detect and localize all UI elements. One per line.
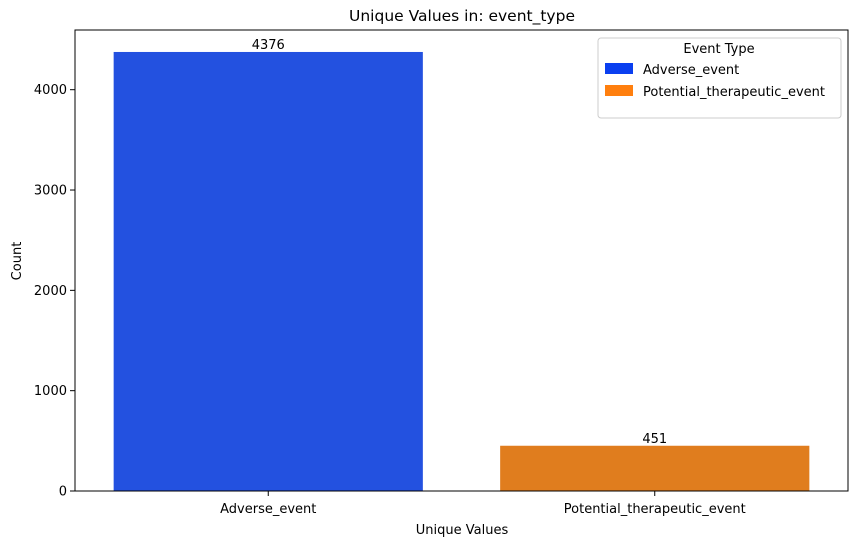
x-tick-label: Adverse_event xyxy=(220,502,316,517)
x-axis-ticks: Adverse_event Potential_therapeutic_event xyxy=(220,491,746,517)
y-axis-ticks: 0 1000 2000 3000 4000 xyxy=(34,83,75,500)
chart-title: Unique Values in: event_type xyxy=(349,7,575,26)
y-tick-label: 1000 xyxy=(34,384,67,399)
legend: Event Type Adverse_event Potential_thera… xyxy=(597,37,842,119)
legend-label-potential-therapeutic-event: Potential_therapeutic_event xyxy=(643,85,825,100)
y-axis-label: Count xyxy=(10,242,25,281)
bar-potential-therapeutic-event xyxy=(500,445,810,491)
legend-title: Event Type xyxy=(683,42,754,57)
plot-frame xyxy=(74,29,849,492)
legend-label-adverse-event: Adverse_event xyxy=(643,63,739,78)
data-label-adverse-event: 4376 xyxy=(252,38,285,53)
data-labels-group: 4376 451 xyxy=(252,38,667,447)
legend-swatch-potential-therapeutic-event xyxy=(605,85,633,96)
bars-group xyxy=(113,51,810,491)
x-tick-label: Potential_therapeutic_event xyxy=(564,502,746,517)
bar-adverse-event xyxy=(113,51,423,491)
legend-box xyxy=(597,37,842,119)
legend-swatch-adverse-event xyxy=(605,63,633,74)
y-tick-label: 4000 xyxy=(34,83,67,98)
y-tick-label: 0 xyxy=(59,485,67,500)
data-label-potential-therapeutic-event: 451 xyxy=(642,432,667,447)
y-tick-label: 3000 xyxy=(34,184,67,199)
x-axis-label: Unique Values xyxy=(416,523,509,538)
y-tick-label: 2000 xyxy=(34,284,67,299)
